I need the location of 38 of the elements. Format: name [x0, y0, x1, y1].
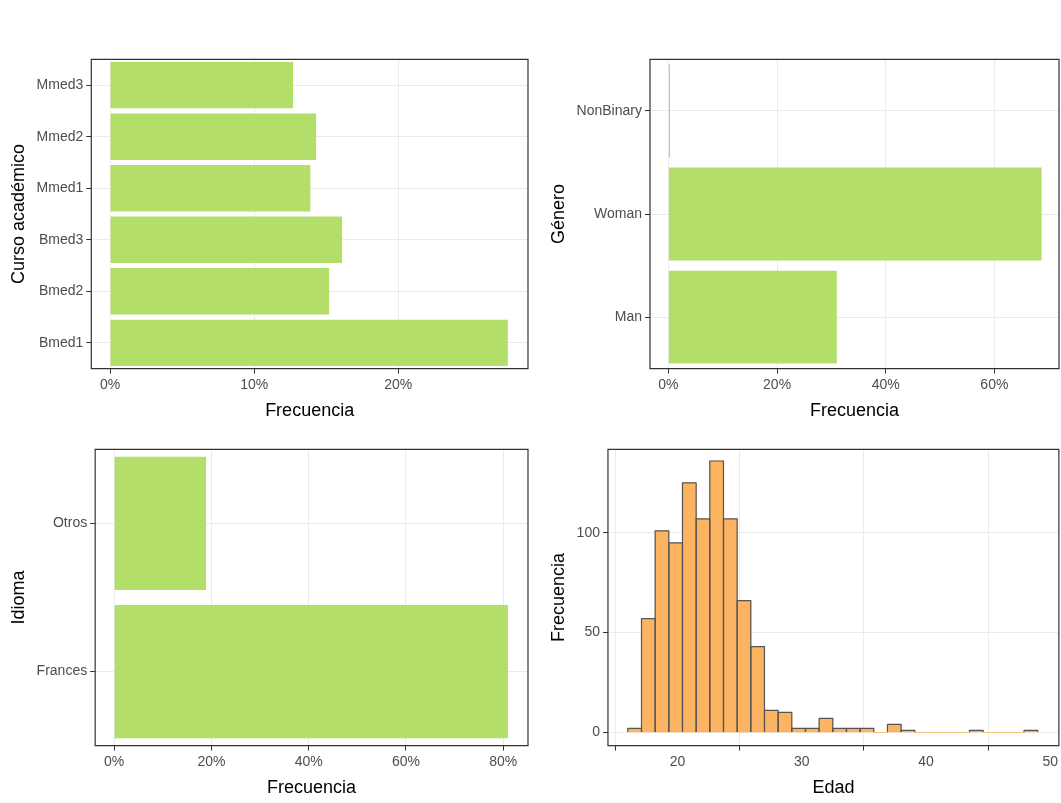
x-tick-label: 20% — [763, 375, 792, 392]
y-tick-label: Woman — [593, 204, 642, 221]
y-tick-label: Otros — [52, 514, 88, 531]
y-tick-label: Mmed2 — [36, 127, 84, 144]
x-axis-title: Frecuencia — [267, 777, 358, 798]
x-tick-label: 40 — [918, 752, 934, 769]
y-axis-title: Género — [547, 183, 568, 245]
x-tick-label: 60% — [980, 375, 1009, 392]
x-tick-label: 10% — [240, 375, 269, 392]
x-tick-label: 20 — [669, 752, 686, 769]
y-tick-label: Bmed1 — [38, 333, 84, 350]
y-tick-label: 50 — [584, 623, 601, 640]
y-tick-label: 0 — [592, 723, 601, 740]
y-axis-title: Curso académico — [7, 143, 28, 285]
x-tick-label: 60% — [391, 752, 420, 769]
x-tick-label: 0% — [104, 752, 125, 769]
y-axis-title: Frecuencia — [547, 551, 568, 643]
x-tick-label: 50 — [1042, 752, 1059, 769]
x-tick-label: 20% — [197, 752, 226, 769]
x-tick-label: 30 — [793, 752, 810, 769]
x-tick-label: 40% — [294, 752, 323, 769]
x-axis-title: Edad — [812, 777, 855, 798]
y-tick-label: NonBinary — [576, 101, 642, 118]
y-tick-label: Man — [614, 307, 642, 324]
x-axis-title: Frecuencia — [809, 400, 900, 421]
x-tick-label: 0% — [99, 375, 121, 392]
x-tick-label: 40% — [871, 375, 900, 392]
x-axis-title: Frecuencia — [265, 400, 356, 421]
x-tick-label: 20% — [384, 375, 413, 392]
y-tick-label: Bmed2 — [38, 282, 84, 299]
x-tick-label: 80% — [489, 752, 518, 769]
y-tick-label: Mmed1 — [36, 179, 84, 196]
y-tick-label: Bmed3 — [38, 230, 84, 247]
y-axis-title: Idioma — [7, 569, 28, 625]
y-tick-label: 100 — [576, 523, 601, 540]
y-tick-label: Frances — [36, 662, 88, 679]
y-tick-label: Mmed3 — [36, 76, 84, 93]
x-tick-label: 0% — [658, 375, 679, 392]
